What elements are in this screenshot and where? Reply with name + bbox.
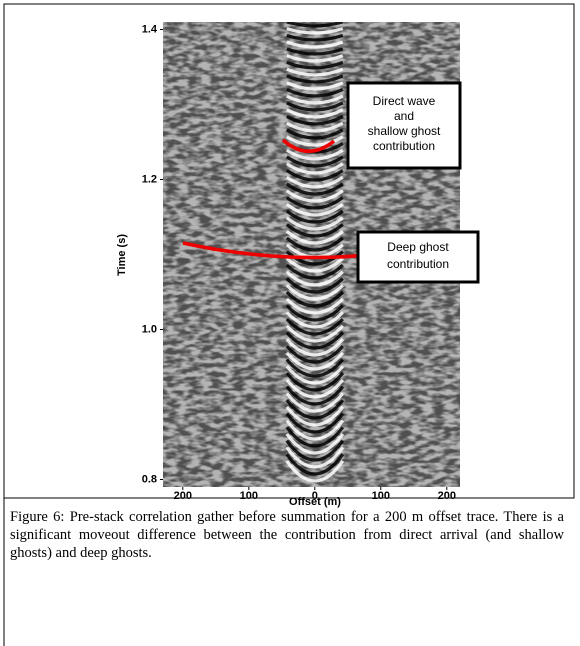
band: [285, 263, 344, 280]
band: [285, 277, 344, 294]
band: [285, 372, 345, 392]
band: [285, 426, 345, 448]
band: [285, 345, 345, 364]
band: [285, 148, 344, 161]
x-axis-label: Offset (m): [289, 496, 341, 508]
band: [285, 385, 345, 406]
band: [285, 317, 344, 336]
band: [286, 81, 344, 91]
band: [285, 284, 344, 301]
band: [286, 121, 344, 133]
band: [286, 87, 344, 98]
band: [285, 446, 345, 469]
x-tick-label: 200: [174, 490, 192, 502]
annotation-text: contribution: [373, 139, 435, 153]
band: [285, 338, 344, 357]
band: [285, 439, 345, 462]
band: [286, 27, 344, 35]
band: [285, 135, 344, 147]
y-axis-label: Time (s): [116, 234, 128, 276]
band: [285, 216, 344, 231]
band: [285, 230, 344, 245]
band: [286, 47, 344, 56]
band: [286, 60, 344, 70]
y-tick-label: 0.8: [142, 473, 157, 485]
band: [285, 223, 344, 238]
x-tick-label: 0: [312, 490, 318, 502]
band: [285, 175, 344, 189]
band: [285, 196, 344, 210]
band: [285, 419, 345, 441]
band: [286, 54, 344, 63]
band: [285, 155, 344, 168]
annotation-text: Deep ghost: [387, 240, 449, 254]
band: [285, 257, 344, 273]
y-tick-label: 1.4: [142, 23, 158, 35]
annotation-box: [356, 230, 480, 284]
annotation-text: Direct wave: [373, 94, 436, 108]
x-tick-label: 100: [372, 490, 390, 502]
band: [285, 412, 345, 434]
band: [285, 351, 345, 371]
annotation-box: [346, 81, 462, 170]
band: [285, 358, 345, 378]
caption: Figure 6: Pre-stack correlation gather b…: [10, 509, 564, 561]
band: [285, 162, 344, 175]
band: [285, 399, 345, 420]
band: [285, 209, 344, 224]
annotation-text: contribution: [387, 257, 449, 271]
band: [286, 74, 344, 84]
band: [285, 392, 345, 413]
annotation-text: shallow ghost: [368, 124, 441, 138]
band: [286, 94, 344, 105]
band: [285, 460, 345, 483]
band: [285, 236, 344, 252]
band: [285, 297, 344, 315]
band: [286, 101, 344, 112]
band: [285, 270, 344, 287]
y-tick-label: 1.2: [142, 173, 157, 185]
band: [285, 169, 344, 182]
x-tick-label: 100: [240, 490, 258, 502]
band: [285, 405, 345, 427]
center-bands: [285, 22, 345, 483]
band: [286, 115, 344, 126]
y-tick-label: 1.0: [142, 323, 157, 335]
band: [286, 22, 344, 28]
band: [285, 304, 344, 322]
x-tick-label: 200: [438, 490, 456, 502]
band: [285, 311, 344, 329]
shallow-moveout-curve: [281, 138, 336, 153]
band: [285, 378, 345, 399]
band: [285, 331, 344, 350]
band: [285, 189, 344, 203]
band: [285, 202, 344, 217]
band: [286, 33, 344, 42]
band: [285, 290, 344, 308]
band: [285, 324, 344, 343]
band: [286, 67, 344, 77]
band: [285, 453, 345, 476]
band: [286, 40, 344, 49]
annotation-text: and: [394, 109, 414, 123]
band: [286, 128, 344, 140]
band: [285, 432, 345, 455]
band: [285, 365, 345, 385]
band: [286, 108, 344, 119]
figure-frame: [3, 3, 575, 499]
band: [285, 182, 344, 196]
